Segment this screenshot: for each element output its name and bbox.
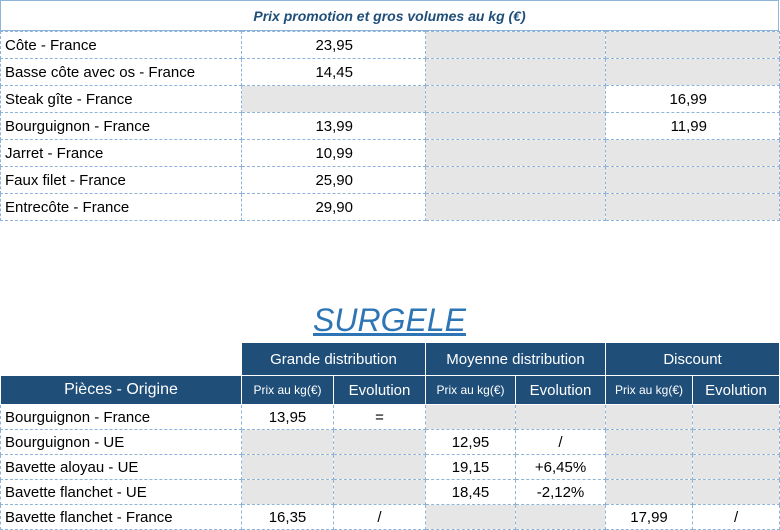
promo-row-label: Basse côte avec os - France: [0, 58, 242, 86]
prix-header-moyenne: Prix au kg(€): [425, 375, 516, 405]
surgele-grande-evolution: [333, 479, 426, 505]
surgele-row: Bavette flanchet - France 16,35/17,99/: [0, 504, 780, 530]
promo-price-col3: 16,99: [605, 85, 780, 113]
surgele-moyenne-prix: [425, 404, 516, 430]
promo-row: Côte - France 23,95: [0, 31, 780, 59]
surgele-row: Bavette flanchet - UE 18,45 -2,12%: [0, 479, 780, 505]
surgele-row-label: Bavette flanchet - France: [0, 504, 242, 530]
promo-row: Bourguignon - France 13,99 11,99: [0, 112, 780, 140]
surgele-discount-evolution: [692, 404, 780, 430]
promo-row-label: Steak gîte - France: [0, 85, 242, 113]
promo-price-col2: [425, 139, 606, 167]
promo-row: Jarret - France 10,99: [0, 139, 780, 167]
prix-header-grande: Prix au kg(€): [241, 375, 334, 405]
promo-row: Steak gîte - France 16,99: [0, 85, 780, 113]
promo-row-label: Jarret - France: [0, 139, 242, 167]
promo-row-label: Bourguignon - France: [0, 112, 242, 140]
promo-price-col1: 29,90: [241, 193, 426, 221]
promo-price-col1: 14,45: [241, 58, 426, 86]
surgele-discount-evolution: [692, 479, 780, 505]
surgele-moyenne-evolution: [514, 404, 607, 430]
surgele-moyenne-prix: 19,15: [425, 454, 516, 480]
surgele-discount-evolution: [692, 429, 780, 455]
promo-price-col3: [605, 193, 780, 221]
promo-price-col1: [241, 85, 426, 113]
surgele-discount-prix: [605, 404, 694, 430]
promo-price-col1: 13,99: [241, 112, 426, 140]
surgele-row-label: Bavette flanchet - UE: [0, 479, 242, 505]
surgele-grande-evolution: =: [333, 404, 426, 430]
promo-table: Côte - France 23,95 Basse côte avec os - F…: [0, 31, 780, 221]
surgele-row-label: Bourguignon - France: [0, 404, 242, 430]
group-moyenne-distribution: Moyenne distribution: [424, 342, 607, 376]
surgele-grande-evolution: [333, 454, 426, 480]
surgele-moyenne-evolution: [514, 504, 607, 530]
surgele-moyenne-evolution: -2,12%: [514, 479, 607, 505]
surgele-moyenne-evolution: /: [514, 429, 607, 455]
surgele-row: Bavette aloyau - UE 19,15 +6,45%: [0, 454, 780, 480]
surgele-discount-prix: [605, 479, 694, 505]
surgele-table: Grande distribution Moyenne distribution…: [0, 342, 780, 530]
surgele-moyenne-evolution: +6,45%: [514, 454, 607, 480]
promo-price-col3: [605, 31, 780, 59]
promo-price-col2: [425, 85, 606, 113]
header-blank: [1, 343, 242, 376]
surgele-row-label: Bourguignon - UE: [0, 429, 242, 455]
surgele-grande-prix: [241, 454, 334, 480]
prix-header-discount: Prix au kg(€): [605, 375, 694, 405]
promo-price-col1: 23,95: [241, 31, 426, 59]
promo-price-col2: [425, 31, 606, 59]
surgele-row: Bourguignon - UE 12,95/: [0, 429, 780, 455]
surgele-grande-evolution: [333, 429, 426, 455]
promo-row-label: Côte - France: [0, 31, 242, 59]
surgele-row: Bourguignon - France 13,95 =: [0, 404, 780, 430]
promo-row-label: Entrecôte - France: [0, 193, 242, 221]
surgele-grande-prix: [241, 479, 334, 505]
evolution-header-discount: Evolution: [692, 375, 780, 405]
pieces-origine-header: Pièces - Origine: [0, 375, 242, 405]
promo-row: Faux filet - France 25,90: [0, 166, 780, 194]
promo-title: Prix promotion et gros volumes au kg (€): [0, 0, 779, 31]
surgele-grande-prix: [241, 429, 334, 455]
surgele-moyenne-prix: [425, 504, 516, 530]
surgele-discount-prix: [605, 454, 694, 480]
promo-price-col3: 11,99: [605, 112, 780, 140]
promo-price-col2: [425, 166, 606, 194]
promo-price-col3: [605, 166, 780, 194]
surgele-moyenne-prix: 18,45: [425, 479, 516, 505]
promo-row-label: Faux filet - France: [0, 166, 242, 194]
promo-row: Basse côte avec os - France 14,45: [0, 58, 780, 86]
surgele-moyenne-prix: 12,95: [425, 429, 516, 455]
evolution-header-moyenne: Evolution: [514, 375, 607, 405]
surgele-discount-prix: 17,99: [605, 504, 694, 530]
surgele-discount-evolution: [692, 454, 780, 480]
promo-price-col2: [425, 112, 606, 140]
surgele-title: SURGELE: [313, 302, 466, 338]
surgele-grande-evolution: /: [333, 504, 426, 530]
promo-price-col2: [425, 193, 606, 221]
surgele-grande-prix: 16,35: [241, 504, 334, 530]
promo-price-col2: [425, 58, 606, 86]
surgele-grande-prix: 13,95: [241, 404, 334, 430]
surgele-discount-evolution: /: [692, 504, 780, 530]
promo-row: Entrecôte - France 29,90: [0, 193, 780, 221]
surgele-discount-prix: [605, 429, 694, 455]
promo-price-col3: [605, 58, 780, 86]
promo-price-col1: 10,99: [241, 139, 426, 167]
group-discount: Discount: [605, 342, 780, 376]
surgele-row-label: Bavette aloyau - UE: [0, 454, 242, 480]
promo-price-col1: 25,90: [241, 166, 426, 194]
evolution-header-grande: Evolution: [333, 375, 426, 405]
promo-price-col3: [605, 139, 780, 167]
group-grande-distribution: Grande distribution: [241, 342, 426, 376]
